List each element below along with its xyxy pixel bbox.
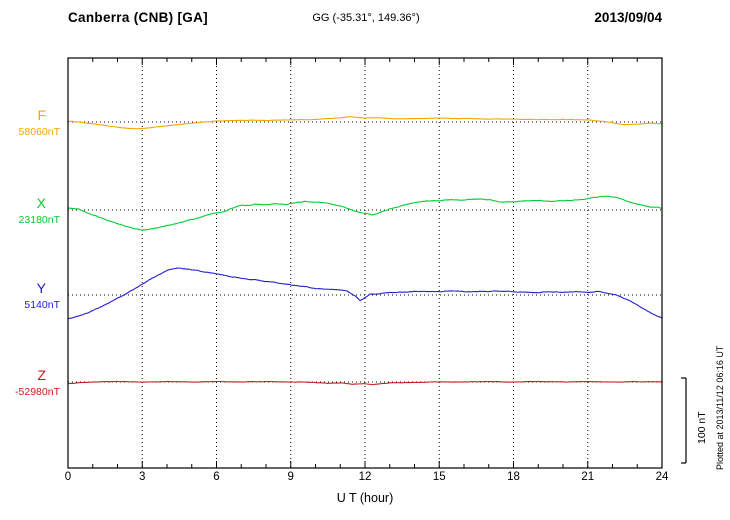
date-label: 2013/09/04 (594, 10, 662, 25)
series-label-f: F (37, 107, 46, 123)
x-tick-label: 21 (581, 471, 595, 483)
x-tick-label: 3 (139, 471, 146, 483)
series-label-x: X (36, 195, 46, 211)
x-tick-label: 9 (287, 471, 294, 483)
x-tick-label: 18 (507, 471, 520, 483)
plotted-at-label: Plotted at 2013/11/12 06:16 UT (715, 345, 725, 470)
series-baseline-f: 58060nT (18, 126, 60, 138)
trace-Y (67, 267, 663, 320)
x-tick-label: 0 (64, 471, 72, 483)
series-label-z: Z (37, 367, 46, 383)
geographic-coords: GG (-35.31°, 149.36°) (312, 12, 420, 24)
x-tick-label: 12 (358, 471, 372, 483)
scale-bar-label: 100 nT (696, 411, 708, 444)
x-tick-label: 24 (655, 471, 669, 483)
series-baseline-z: -52980nT (15, 386, 60, 398)
series-baseline-x: 23180nT (18, 214, 60, 226)
x-axis-title: U T (hour) (336, 491, 394, 505)
plot-border (67, 57, 663, 469)
series-baseline-y: 5140nT (24, 299, 60, 311)
x-tick-label: 15 (432, 471, 446, 483)
trace-F (67, 116, 663, 130)
series-label-y: Y (36, 280, 46, 296)
x-tick-label: 6 (213, 471, 220, 483)
trace-X (67, 195, 663, 231)
station-title: Canberra (CNB) [GA] (68, 10, 208, 25)
trace-Z (67, 380, 663, 386)
